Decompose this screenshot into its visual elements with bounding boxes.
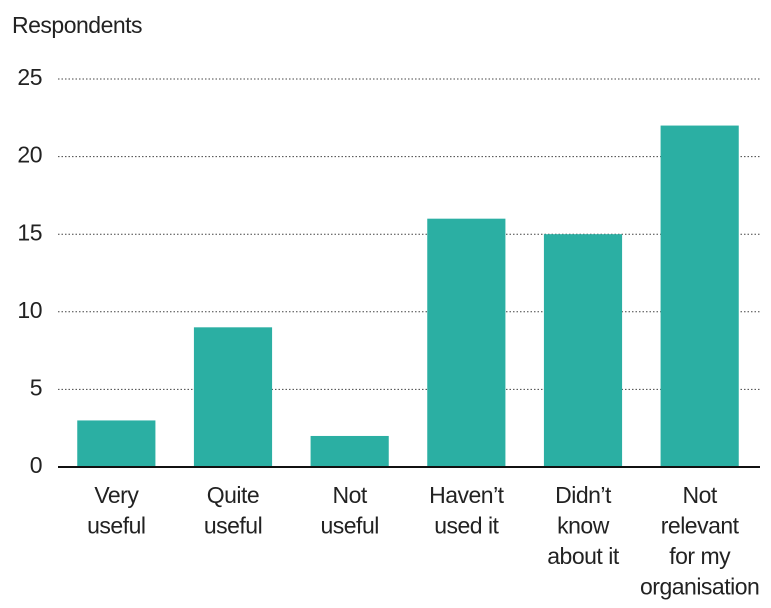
y-tick-label: 0	[30, 452, 42, 478]
y-tick-label: 5	[30, 374, 42, 400]
x-tick-label: Not relevant for my organisation	[640, 482, 759, 600]
bar	[310, 435, 389, 467]
bar	[77, 420, 156, 467]
bar	[427, 218, 506, 467]
y-tick-label: 25	[17, 64, 42, 90]
y-tick-label: 20	[17, 142, 42, 168]
x-tick-label: Haven’t used it	[429, 482, 505, 539]
y-tick-label: 15	[17, 219, 42, 245]
x-tick-label: Didn’t know about it	[547, 482, 620, 569]
x-tick-label: Very useful	[87, 482, 145, 539]
bar	[660, 125, 739, 467]
x-tick-label: Not useful	[320, 482, 378, 539]
y-axis-label: Respondents	[12, 12, 142, 38]
y-tick-label: 10	[17, 297, 42, 323]
bar	[543, 234, 623, 467]
bar	[193, 327, 273, 467]
x-tick-label: Quite useful	[204, 482, 262, 539]
